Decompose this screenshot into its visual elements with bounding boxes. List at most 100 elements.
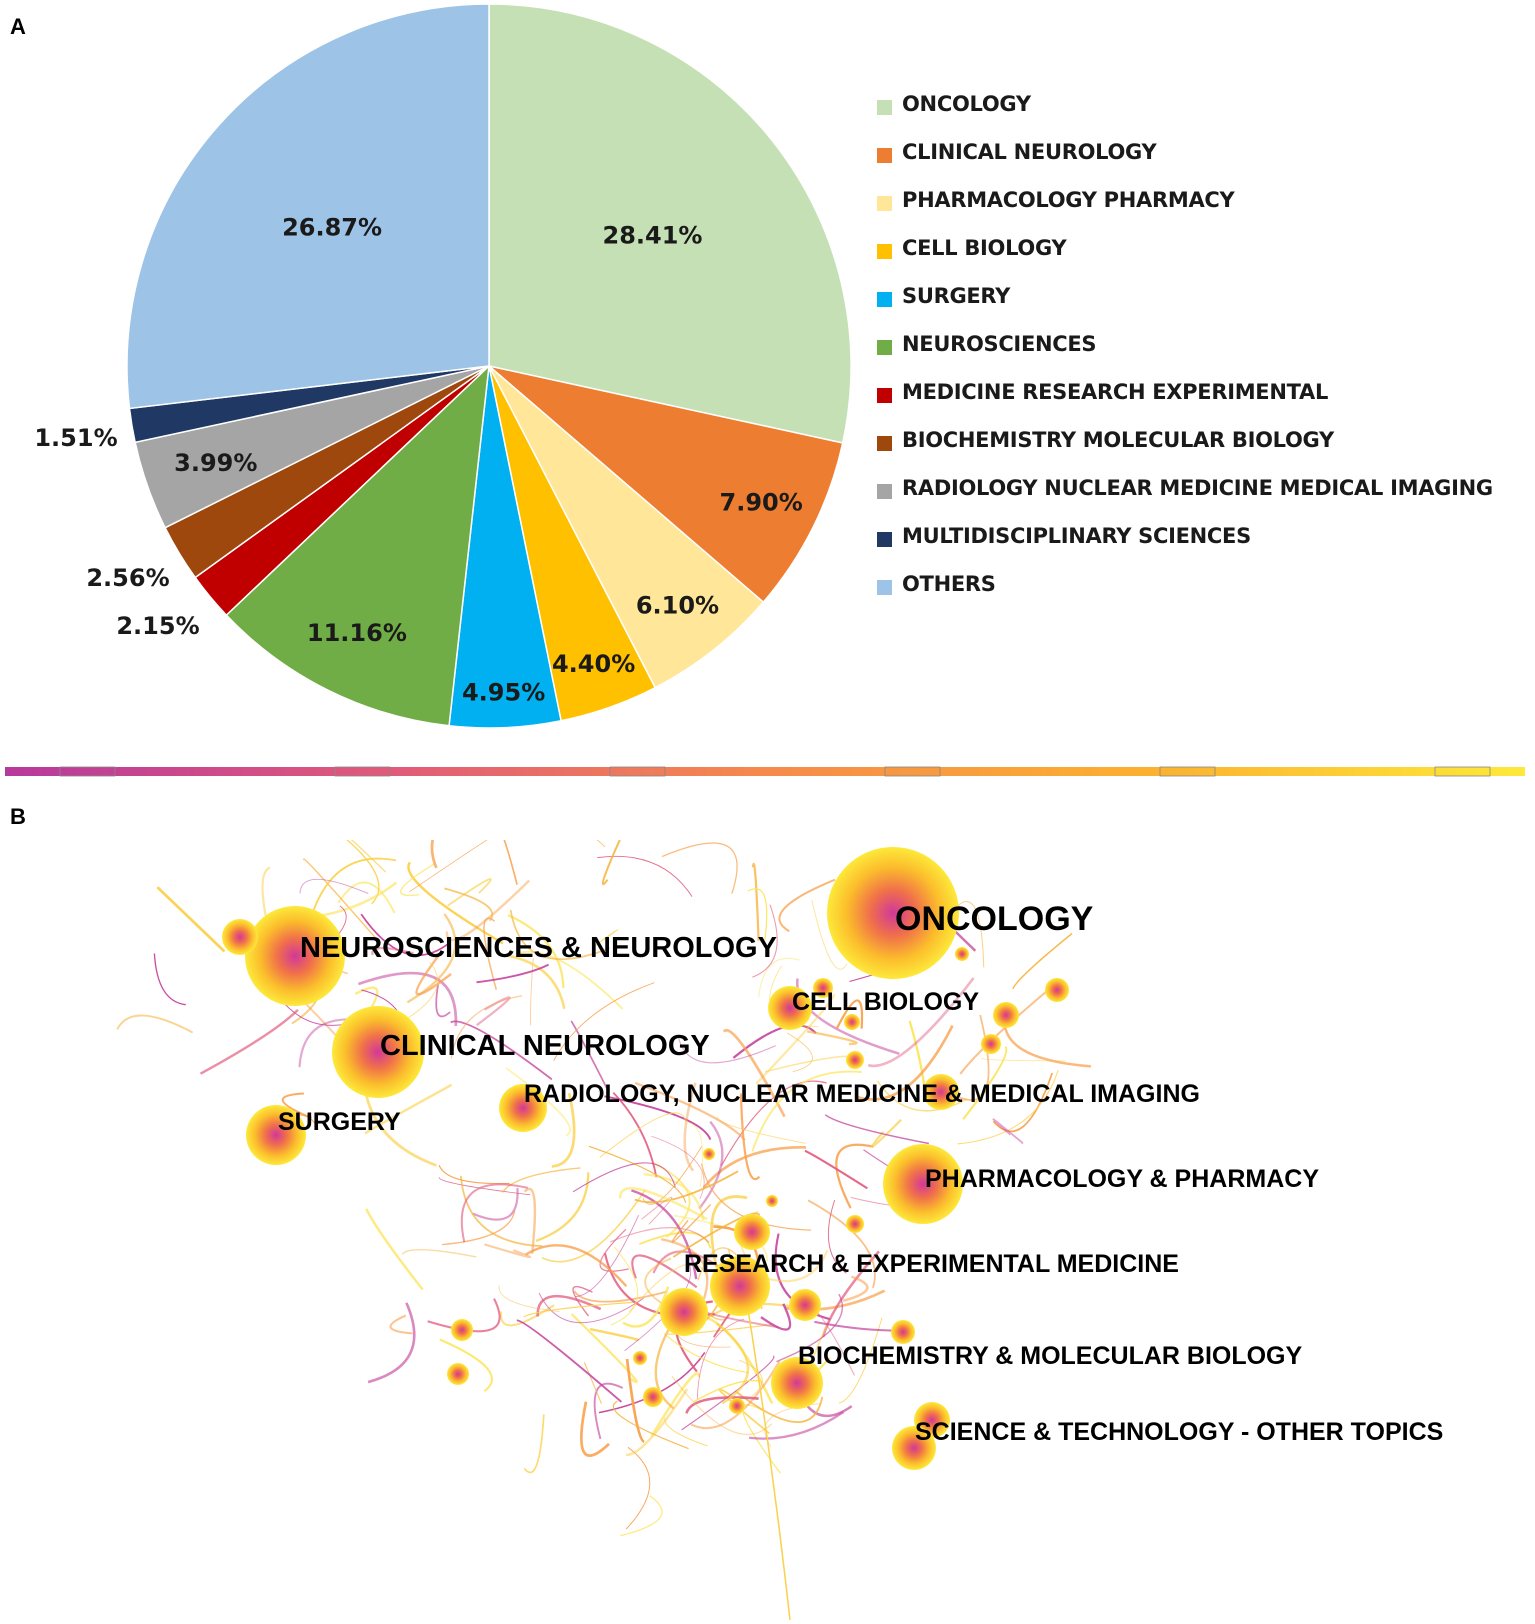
network-edge (364, 1083, 453, 1135)
legend-swatch (877, 436, 892, 451)
legend-label: PHARMACOLOGY PHARMACY (902, 188, 1235, 212)
network-node (844, 1014, 860, 1030)
network-edge (748, 1411, 845, 1440)
network-edge (553, 982, 655, 1061)
network-node (729, 1398, 745, 1414)
network-edge (460, 1175, 543, 1248)
network-edge (371, 946, 414, 956)
network-edge (601, 840, 621, 886)
network-edge (827, 1199, 847, 1274)
network-edge (867, 977, 975, 1068)
network-edge (698, 1120, 724, 1210)
network-node-label: ONCOLOGY (895, 900, 1094, 938)
network-node (883, 1144, 963, 1224)
network-edge (992, 1118, 1024, 1145)
network-edge (814, 1320, 896, 1332)
network-edge (620, 1495, 663, 1537)
network-edge (643, 1173, 705, 1221)
network-edge (715, 1322, 750, 1405)
network-edge (597, 855, 693, 897)
network-edge (693, 1379, 761, 1403)
network-edge (686, 1122, 704, 1188)
network-edge (541, 1189, 647, 1263)
network-edge (503, 840, 518, 885)
network-edge (430, 840, 438, 869)
network-edge (690, 1360, 781, 1430)
network-edge (484, 1243, 532, 1259)
pie-slice-pharmacology-pharmacy (488, 365, 765, 689)
pie-slice-clinical-neurology (488, 365, 844, 604)
pie-data-label: 1.51% (34, 424, 117, 452)
network-edge (509, 909, 610, 961)
legend-swatch (877, 532, 892, 547)
network-edge (722, 1028, 786, 1118)
network-node (827, 847, 959, 979)
network-edge (450, 1020, 553, 1081)
network-edge (400, 863, 435, 897)
legend-swatch (877, 244, 892, 259)
pie-data-label: 6.10% (636, 592, 719, 620)
panel-b-label: B (10, 804, 26, 829)
network-node (892, 1426, 936, 1470)
network-edge (612, 1400, 689, 1450)
network-edge (760, 1303, 792, 1331)
network-edge (644, 1257, 672, 1305)
network-edge (515, 950, 624, 1010)
network-node (981, 1034, 1001, 1054)
network-edge (337, 881, 396, 914)
network-node (813, 978, 833, 998)
network-edge (625, 1358, 645, 1444)
pie-data-label: 26.87% (282, 214, 382, 242)
network-edge (575, 1215, 640, 1298)
network-edge (476, 996, 511, 1027)
timeline-slice (1159, 766, 1216, 777)
network-edge (625, 1388, 689, 1457)
network-edge (661, 842, 738, 894)
network-edge (595, 929, 619, 946)
network-edge (551, 1092, 576, 1168)
pie-chart: 28.41% 7.90% 6.10% 4.40%4.95% 11.16% 2.15% 2.5… (34, 3, 852, 729)
network-edge (747, 888, 768, 940)
network-node (245, 906, 345, 1006)
network-edge (806, 1030, 858, 1046)
network-edge (838, 1317, 883, 1404)
network-node-label: PHARMACOLOGY & PHARMACY (925, 1165, 1319, 1193)
legend-swatch (877, 196, 892, 211)
network-edge (811, 899, 848, 970)
network-edge (732, 1024, 817, 1059)
network-edge (667, 1323, 775, 1335)
network-node (332, 1006, 424, 1098)
network-edge (604, 1095, 712, 1141)
network-nodes (222, 847, 1069, 1470)
network-node (891, 1320, 915, 1344)
legend-label: CELL BIOLOGY (902, 236, 1067, 260)
pie-data-label: 4.40% (552, 650, 635, 678)
network-edge (739, 1093, 761, 1181)
network-edge (303, 858, 376, 938)
pie-slice-others (126, 3, 490, 410)
network-edge (450, 995, 523, 1059)
legend-label: NEUROSCIENCES (902, 332, 1097, 356)
network-edge (758, 957, 800, 998)
pie-data-label: 2.56% (86, 564, 169, 592)
network-edge (741, 1404, 781, 1474)
network-edge (505, 1067, 572, 1137)
network-edge (671, 1203, 712, 1243)
network-edge (501, 1167, 581, 1193)
network-node-label: CELL BIOLOGY (792, 988, 979, 1016)
timeline-slice (884, 766, 941, 777)
network-node (451, 1319, 473, 1341)
timeline-slice (609, 766, 666, 777)
network-edge (599, 1112, 687, 1158)
pie-data-label: 4.95% (462, 678, 545, 706)
network-edge (671, 1375, 773, 1435)
network-node (1045, 978, 1069, 1002)
network-edge (523, 1301, 634, 1318)
panel-a-label: A (10, 14, 26, 39)
network-node (660, 1288, 708, 1336)
network-node (923, 1074, 959, 1110)
network-edge (357, 971, 458, 1027)
network-node (789, 1289, 821, 1321)
network-edge (672, 1212, 761, 1258)
network-edge (367, 1302, 416, 1384)
